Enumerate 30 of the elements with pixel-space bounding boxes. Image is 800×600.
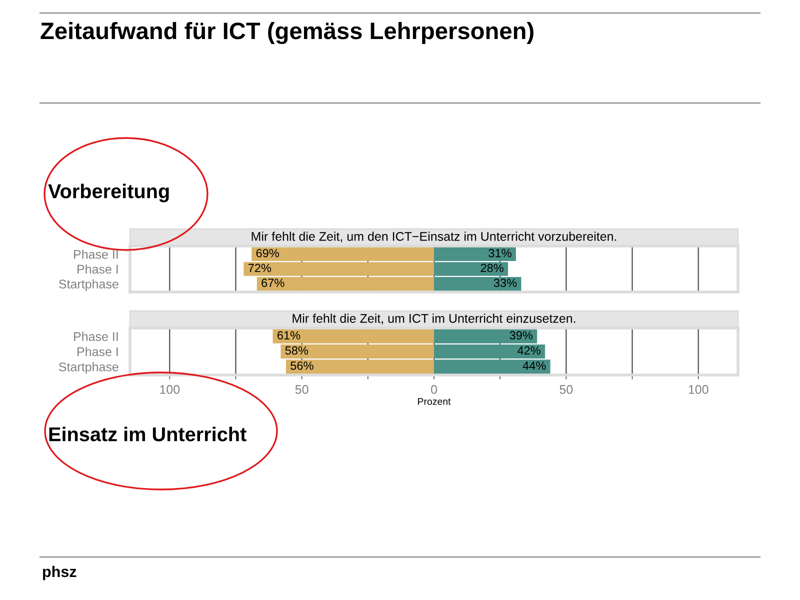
y-tick-label: Startphase	[59, 362, 118, 374]
text: Vorbereitung	[48, 184, 169, 202]
y-tick-label: Phase II	[74, 250, 118, 259]
x-tick-label: 100	[688, 385, 708, 394]
data-label: 69%	[256, 248, 279, 258]
y-tick-label: Startphase	[59, 279, 118, 291]
x-tick-label: 50	[295, 385, 308, 394]
y-tick-label: Phase I	[78, 346, 118, 356]
data-label: 56%	[290, 361, 314, 370]
data-label: 67%	[262, 278, 284, 288]
data-label: 58%	[285, 346, 308, 355]
text: Zeitaufwand für ICT (gemäss Lehrpersonen)	[40, 22, 534, 44]
data-label: 28%	[480, 264, 504, 272]
data-label: 44%	[522, 362, 546, 370]
data-label: 31%	[488, 248, 512, 258]
x-tick-label: 100	[160, 385, 180, 394]
x-tick-label: 0	[431, 385, 437, 394]
data-label: 72%	[248, 264, 272, 272]
chart-title: Mir fehlt die Zeit, um ICT im Unterricht einzusetzen.	[292, 314, 576, 324]
data-label: 33%	[494, 278, 517, 288]
chart-title: Mir fehlt die Zeit, um den ICT−Einsatz im Unterricht vorzubereiten.	[252, 232, 616, 242]
text: Einsatz im Unterricht	[49, 426, 246, 442]
y-tick-label: Phase II	[74, 332, 118, 341]
data-label: 42%	[518, 346, 540, 355]
data-label: 61%	[278, 331, 300, 340]
x-tick-label: 50	[560, 385, 573, 394]
y-tick-label: Phase I	[78, 264, 118, 274]
text: phsz	[43, 566, 76, 580]
x-axis-title: Prozent	[418, 398, 451, 405]
data-label: 39%	[510, 331, 533, 340]
